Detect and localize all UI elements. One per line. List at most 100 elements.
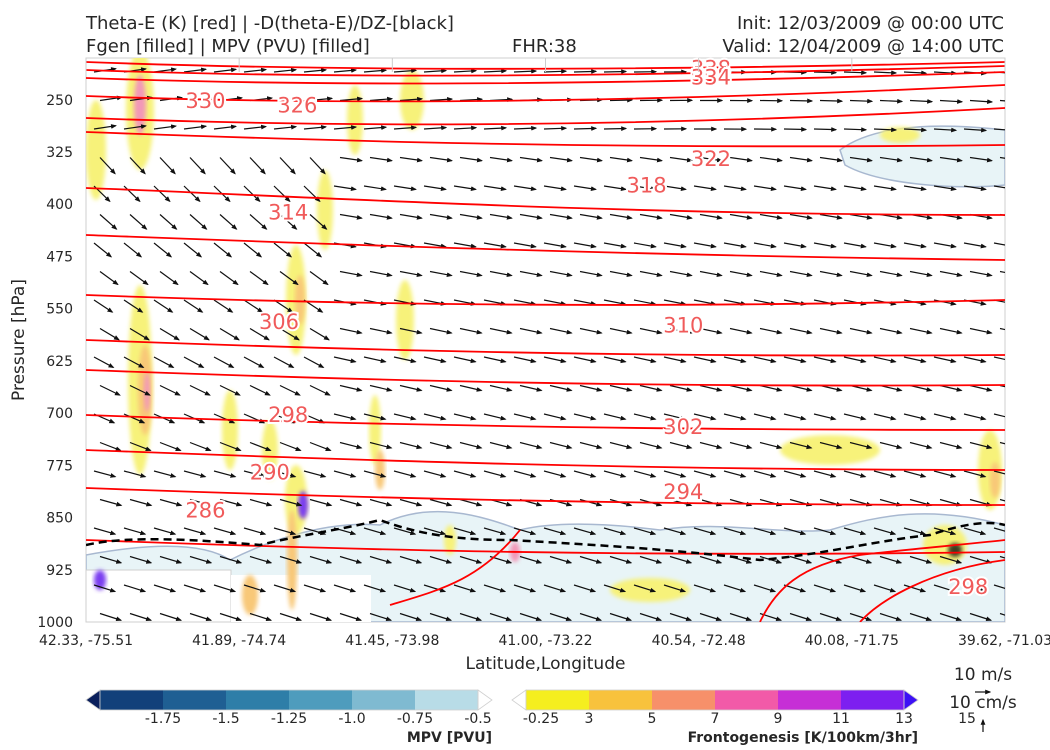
wind-arrow (729, 156, 753, 163)
wind-arrow (273, 124, 298, 130)
wind-arrow (459, 441, 483, 450)
wind-arrow (213, 242, 233, 258)
wind-arrow (939, 384, 963, 392)
wind-arrow (459, 384, 483, 392)
colorbar-tick: -0.25 (523, 711, 559, 727)
wind-arrow (99, 498, 123, 507)
wind-arrow (489, 384, 513, 392)
wind-arrow (309, 157, 326, 175)
wind-arrow (459, 498, 483, 507)
wind-arrow (639, 612, 663, 622)
wind-arrow (93, 124, 117, 130)
wind-arrow (753, 584, 777, 593)
wind-arrow (189, 157, 206, 175)
wind-arrow (543, 185, 567, 192)
wind-arrow (519, 555, 543, 564)
wind-arrow (999, 498, 1005, 502)
colorbar-tick: 7 (711, 711, 720, 727)
wind-arrow (393, 356, 417, 364)
wind-arrow (609, 270, 633, 278)
fill-blob (990, 462, 1000, 498)
y-tick-label: 1000 (37, 615, 73, 631)
wind-arrow (429, 327, 453, 335)
wind-arrow (513, 185, 537, 192)
wind-arrow (609, 156, 633, 163)
theta-e-contour (86, 449, 1005, 471)
contour-label-338: 338 (691, 56, 731, 80)
wind-arrow (573, 584, 597, 593)
wind-arrow (279, 271, 299, 286)
wind-arrow (663, 413, 687, 421)
colorbar-swatch (652, 690, 716, 710)
wind-arrow (663, 356, 687, 364)
wind-arrow (219, 441, 242, 452)
wind-arrow (579, 441, 603, 450)
wind-arrow (423, 125, 448, 131)
colorbar-tick: 9 (774, 711, 783, 727)
wind-arrow (999, 441, 1005, 445)
wind-arrow (789, 213, 813, 220)
wind-arrow (159, 214, 178, 230)
wind-arrow (933, 356, 957, 364)
wind-arrow (969, 156, 993, 163)
wind-arrow (873, 127, 898, 133)
wind-arrow (243, 584, 267, 593)
wind-arrow (219, 384, 241, 396)
wind-arrow (453, 125, 478, 131)
wind-arrow (309, 498, 333, 507)
wind-arrow (939, 555, 963, 564)
wind-arrow (843, 242, 867, 249)
wind-arrow (879, 555, 903, 564)
wind-arrow (939, 270, 963, 278)
wind-arrow (363, 470, 387, 478)
wind-arrow (573, 69, 598, 74)
wind-arrow (123, 527, 147, 536)
wind-arrow (813, 356, 837, 364)
wind-arrow (909, 99, 934, 104)
colorbars: -1.75 -1.5 -1.25 -1.0 -0.75 -0.5 -0.25 MPV [PVU… (85, 689, 976, 746)
wind-arrow (243, 185, 261, 203)
wind-arrow (873, 356, 897, 364)
wind-arrow (93, 527, 117, 536)
wind-arrow (363, 185, 387, 192)
wind-arrow (579, 384, 603, 392)
wind-arrow (303, 356, 325, 369)
wind-arrow (429, 555, 453, 564)
wind-arrow (339, 96, 364, 102)
wind-arrow (393, 125, 418, 131)
wind-arrow (813, 470, 837, 478)
wind-arrow (219, 327, 240, 341)
wind-arrow (249, 157, 266, 175)
wind-arrow (963, 356, 987, 364)
wind-arrow (669, 270, 693, 278)
wind-arrow (153, 584, 177, 593)
wind-arrow (723, 413, 747, 421)
wind-arrow (969, 612, 993, 622)
wind-arrow (219, 498, 243, 507)
wind-arrow (213, 124, 238, 130)
wind-arrow (93, 242, 113, 258)
wind-arrow (393, 68, 418, 74)
wind-arrow (993, 128, 1005, 131)
wind-arrow (699, 213, 723, 220)
wind-arrow (309, 441, 332, 452)
wind-arrow (933, 127, 958, 133)
wind-arrow (843, 356, 867, 364)
wind-arrow (603, 413, 627, 421)
wind-arrow (243, 67, 268, 73)
colorbar-label: MPV [PVU] (407, 730, 492, 746)
wind-arrow (369, 327, 393, 335)
wind-arrow (999, 270, 1005, 274)
wind-arrow (393, 185, 417, 192)
wind-arrow (249, 555, 273, 564)
wind-arrow (813, 413, 837, 421)
wind-arrow (153, 185, 171, 203)
wind-arrow (969, 384, 993, 392)
wind-arrow (489, 270, 513, 278)
y-tick-label: 325 (46, 145, 73, 161)
wind-arrow (519, 384, 543, 392)
wind-arrow (423, 185, 447, 192)
wind-arrow (693, 470, 717, 478)
wind-arrow (159, 271, 179, 286)
wind-arrow (549, 555, 573, 564)
